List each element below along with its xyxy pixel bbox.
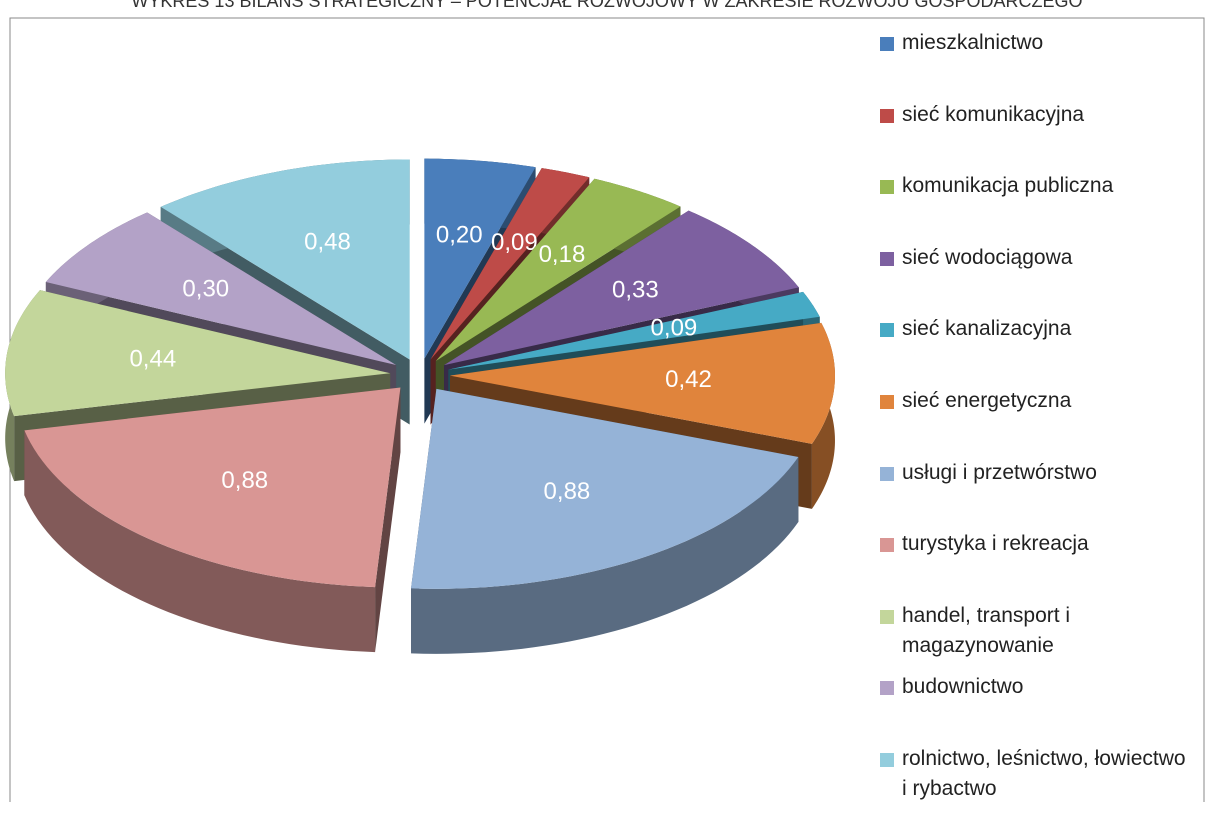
chart-title: WYKRES 13 BILANS STRATEGICZNY – POTENCJA… — [131, 0, 1082, 11]
legend-item: turystyka i rekreacja — [880, 529, 1190, 601]
data-label: 0,18 — [539, 241, 586, 268]
legend-label: sieć energetyczna — [902, 388, 1072, 412]
legend-item: budownictwo — [880, 672, 1190, 744]
legend-item: usługi i przetwórstwo — [880, 458, 1190, 530]
legend-item: handel, transport i magazynowanie — [880, 601, 1190, 673]
data-label: 0,09 — [491, 229, 538, 256]
slice — [5, 290, 391, 417]
data-label: 0,48 — [304, 228, 351, 255]
legend-item: rolnictwo, leśnictwo, łowiectwo i rybact… — [880, 744, 1190, 816]
slice — [435, 178, 681, 361]
legend-swatch — [880, 466, 894, 481]
data-label: 0,20 — [436, 221, 483, 248]
data-label: 0,88 — [544, 478, 591, 505]
slice — [424, 158, 536, 359]
legend-swatch — [880, 108, 894, 123]
slice — [448, 291, 820, 370]
legend-item: sieć energetyczna — [880, 386, 1190, 458]
slice: 0,88 — [411, 388, 799, 654]
slice — [430, 168, 590, 360]
legend-label: sieć kanalizacyjna — [902, 317, 1072, 341]
legend-label: sieć wodociągowa — [902, 245, 1073, 269]
legend-item: sieć kanalizacyjna — [880, 314, 1190, 386]
legend-swatch — [880, 752, 894, 767]
slice-side — [375, 387, 401, 653]
legend-label: rolnictwo, leśnictwo, łowiectwo i rybact… — [902, 746, 1186, 800]
legend-label: mieszkalnictwo — [902, 31, 1044, 54]
slice: 0,88 — [24, 387, 401, 653]
data-label: 0,09 — [651, 314, 698, 341]
legend-swatch — [880, 681, 894, 696]
slice-side — [411, 456, 799, 654]
legend-swatch — [880, 251, 894, 266]
legend-swatch — [880, 180, 894, 195]
slice — [444, 210, 799, 366]
slice — [45, 212, 397, 366]
legend-label: sieć komunikacyjna — [902, 102, 1085, 126]
legend-label: turystyka i rekreacja — [902, 532, 1089, 556]
legend-label: handel, transport i magazynowanie — [902, 603, 1071, 657]
legend-swatch — [880, 37, 894, 51]
data-label: 0,42 — [665, 366, 712, 393]
legend-item: mieszkalnictwo — [880, 28, 1190, 100]
slice — [411, 388, 799, 589]
slice-side — [24, 430, 376, 653]
data-label: 0,33 — [612, 276, 659, 303]
legend-swatch — [880, 538, 894, 553]
data-label: 0,44 — [129, 345, 176, 372]
legend-label: budownictwo — [902, 675, 1024, 699]
legend-label: komunikacja publiczna — [902, 174, 1114, 198]
legend-swatch — [880, 394, 894, 409]
legend-item: sieć komunikacyjna — [880, 100, 1190, 172]
legend-item: sieć wodociągowa — [880, 243, 1190, 315]
legend: mieszkalnictwo sieć komunikacyjna komunika… — [880, 28, 1190, 816]
legend-swatch — [880, 323, 894, 338]
data-label: 0,88 — [221, 467, 268, 494]
slice — [449, 322, 835, 444]
data-label: 0,30 — [182, 276, 229, 303]
slice — [24, 387, 401, 588]
legend-item: komunikacja publiczna — [880, 171, 1190, 243]
legend-label: usługi i przetwórstwo — [902, 460, 1097, 484]
legend-swatch — [880, 609, 894, 624]
slice — [160, 159, 410, 360]
